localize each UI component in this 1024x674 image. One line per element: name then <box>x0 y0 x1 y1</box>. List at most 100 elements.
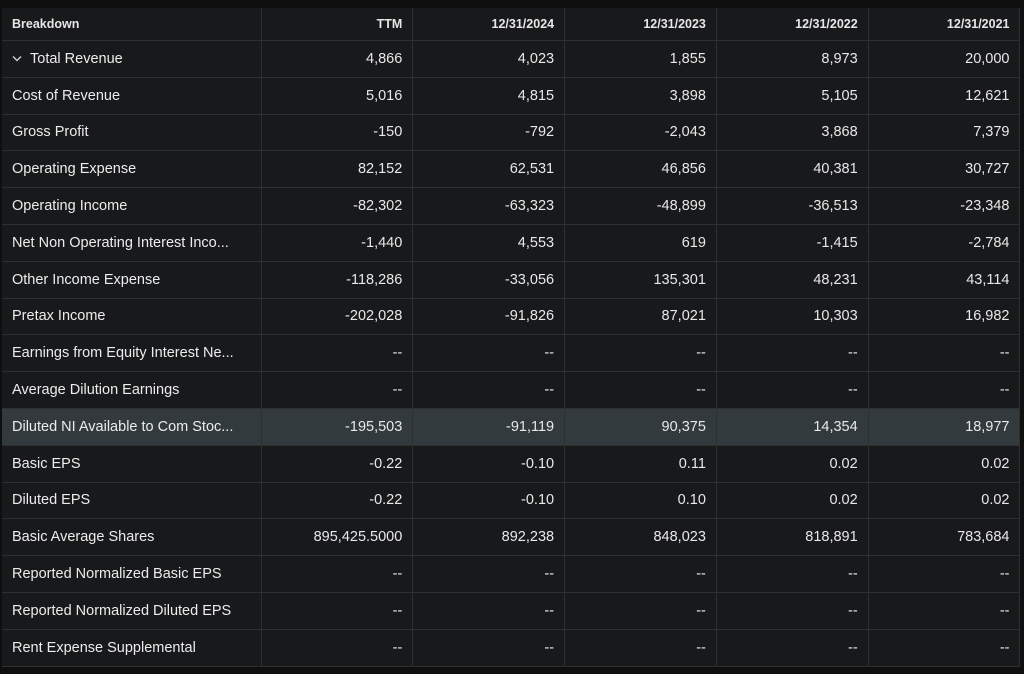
chevron-down-icon[interactable] <box>12 53 24 65</box>
table-row: Cost of Revenue 5,016 4,815 3,898 5,105 … <box>2 77 1020 115</box>
table-row: Reported Normalized Basic EPS -- -- -- -… <box>2 555 1020 593</box>
value-cell: 62,531 <box>412 150 566 189</box>
value-cell: 0.02 <box>716 482 869 520</box>
row-label: Average Dilution Earnings <box>2 371 262 409</box>
value-cell: -150 <box>261 114 414 152</box>
value-cell: -195,503 <box>261 408 414 446</box>
value-cell: -33,056 <box>412 261 566 299</box>
financials-table-container: Breakdown TTM 12/31/2024 12/31/2023 12/3… <box>2 8 1020 674</box>
value-cell: -202,028 <box>261 298 414 336</box>
table-header: Breakdown TTM 12/31/2024 12/31/2023 12/3… <box>2 8 1020 41</box>
value-cell: -- <box>868 592 1020 630</box>
value-cell: -- <box>261 629 414 667</box>
table-row: Diluted EPS -0.22 -0.10 0.10 0.02 0.02 <box>2 482 1020 520</box>
column-header-2023[interactable]: 12/31/2023 <box>564 8 717 41</box>
value-cell: -91,826 <box>412 298 566 336</box>
value-cell: -2,043 <box>564 114 717 152</box>
value-cell: -- <box>868 629 1020 667</box>
column-header-2022[interactable]: 12/31/2022 <box>716 8 869 41</box>
value-cell: 818,891 <box>716 518 869 557</box>
value-cell: 7,379 <box>868 114 1020 152</box>
value-cell: 4,023 <box>412 40 566 78</box>
value-cell: -- <box>716 629 869 667</box>
table-row: Pretax Income -202,028 -91,826 87,021 10… <box>2 298 1020 336</box>
value-cell: 4,815 <box>412 77 566 115</box>
value-cell: 30,727 <box>868 150 1020 189</box>
value-cell: -- <box>412 592 566 630</box>
value-cell: -- <box>716 555 869 593</box>
table-row-highlighted[interactable]: Diluted NI Available to Com Stoc... -195… <box>2 408 1020 446</box>
value-cell: -36,513 <box>716 187 869 225</box>
column-header-2021[interactable]: 12/31/2021 <box>868 8 1020 41</box>
value-cell: -- <box>261 371 414 409</box>
value-cell: -23,348 <box>868 187 1020 225</box>
value-cell: -792 <box>412 114 566 152</box>
value-cell: 3,898 <box>564 77 717 115</box>
value-cell: -48,899 <box>564 187 717 225</box>
value-cell: 848,023 <box>564 518 717 557</box>
value-cell: -82,302 <box>261 187 414 225</box>
row-label: Earnings from Equity Interest Ne... <box>2 334 262 373</box>
value-cell: 4,553 <box>412 224 566 262</box>
value-cell: 8,973 <box>716 40 869 78</box>
value-cell: -- <box>868 555 1020 593</box>
value-cell: 783,684 <box>868 518 1020 557</box>
value-cell: -2,784 <box>868 224 1020 262</box>
value-cell: -- <box>261 592 414 630</box>
value-cell: -- <box>564 592 717 630</box>
table-body: Total Revenue 4,866 4,023 1,855 8,973 20… <box>2 40 1020 667</box>
value-cell: -- <box>412 334 566 373</box>
table-row: Gross Profit -150 -792 -2,043 3,868 7,37… <box>2 114 1020 152</box>
value-cell: -- <box>412 371 566 409</box>
value-cell: -- <box>716 592 869 630</box>
value-cell: -- <box>261 555 414 593</box>
row-label: Reported Normalized Basic EPS <box>2 555 262 593</box>
value-cell: 46,856 <box>564 150 717 189</box>
value-cell: 0.11 <box>564 445 717 483</box>
column-header-breakdown: Breakdown <box>2 8 262 41</box>
value-cell: 0.02 <box>868 482 1020 520</box>
value-cell: -- <box>412 555 566 593</box>
column-header-ttm[interactable]: TTM <box>261 8 414 41</box>
row-label: Rent Expense Supplemental <box>2 629 262 667</box>
value-cell: -- <box>564 334 717 373</box>
value-cell: 40,381 <box>716 150 869 189</box>
value-cell: 619 <box>564 224 717 262</box>
row-label: Diluted EPS <box>2 482 262 520</box>
value-cell: -118,286 <box>261 261 414 299</box>
row-label: Basic EPS <box>2 445 262 483</box>
value-cell: 20,000 <box>868 40 1020 78</box>
value-cell: -- <box>716 371 869 409</box>
row-label: Gross Profit <box>2 114 262 152</box>
table-row: Operating Income -82,302 -63,323 -48,899… <box>2 187 1020 225</box>
row-label: Operating Income <box>2 187 262 225</box>
row-label: Cost of Revenue <box>2 77 262 115</box>
value-cell: 12,621 <box>868 77 1020 115</box>
value-cell: 14,354 <box>716 408 869 446</box>
value-cell: 18,977 <box>868 408 1020 446</box>
value-cell: 892,238 <box>412 518 566 557</box>
value-cell: -1,415 <box>716 224 869 262</box>
row-label: Total Revenue <box>30 50 123 67</box>
value-cell: 135,301 <box>564 261 717 299</box>
table-row: Average Dilution Earnings -- -- -- -- -- <box>2 371 1020 409</box>
table-row-total-revenue[interactable]: Total Revenue 4,866 4,023 1,855 8,973 20… <box>2 40 1020 78</box>
value-cell: 895,425.5000 <box>261 518 414 557</box>
row-label: Pretax Income <box>2 298 262 336</box>
value-cell: 87,021 <box>564 298 717 336</box>
row-label: Diluted NI Available to Com Stoc... <box>2 408 262 446</box>
table-row: Basic EPS -0.22 -0.10 0.11 0.02 0.02 <box>2 445 1020 483</box>
row-label: Operating Expense <box>2 150 262 189</box>
value-cell: -- <box>261 334 414 373</box>
column-header-2024[interactable]: 12/31/2024 <box>412 8 566 41</box>
value-cell: 1,855 <box>564 40 717 78</box>
value-cell: -- <box>412 629 566 667</box>
row-label: Net Non Operating Interest Inco... <box>2 224 262 262</box>
row-label-cell[interactable]: Total Revenue <box>2 40 262 78</box>
value-cell: 0.10 <box>564 482 717 520</box>
value-cell: 16,982 <box>868 298 1020 336</box>
row-label: Other Income Expense <box>2 261 262 299</box>
table-row: Reported Normalized Diluted EPS -- -- --… <box>2 592 1020 630</box>
table-row: Basic Average Shares 895,425.5000 892,23… <box>2 518 1020 557</box>
value-cell: -0.10 <box>412 482 566 520</box>
